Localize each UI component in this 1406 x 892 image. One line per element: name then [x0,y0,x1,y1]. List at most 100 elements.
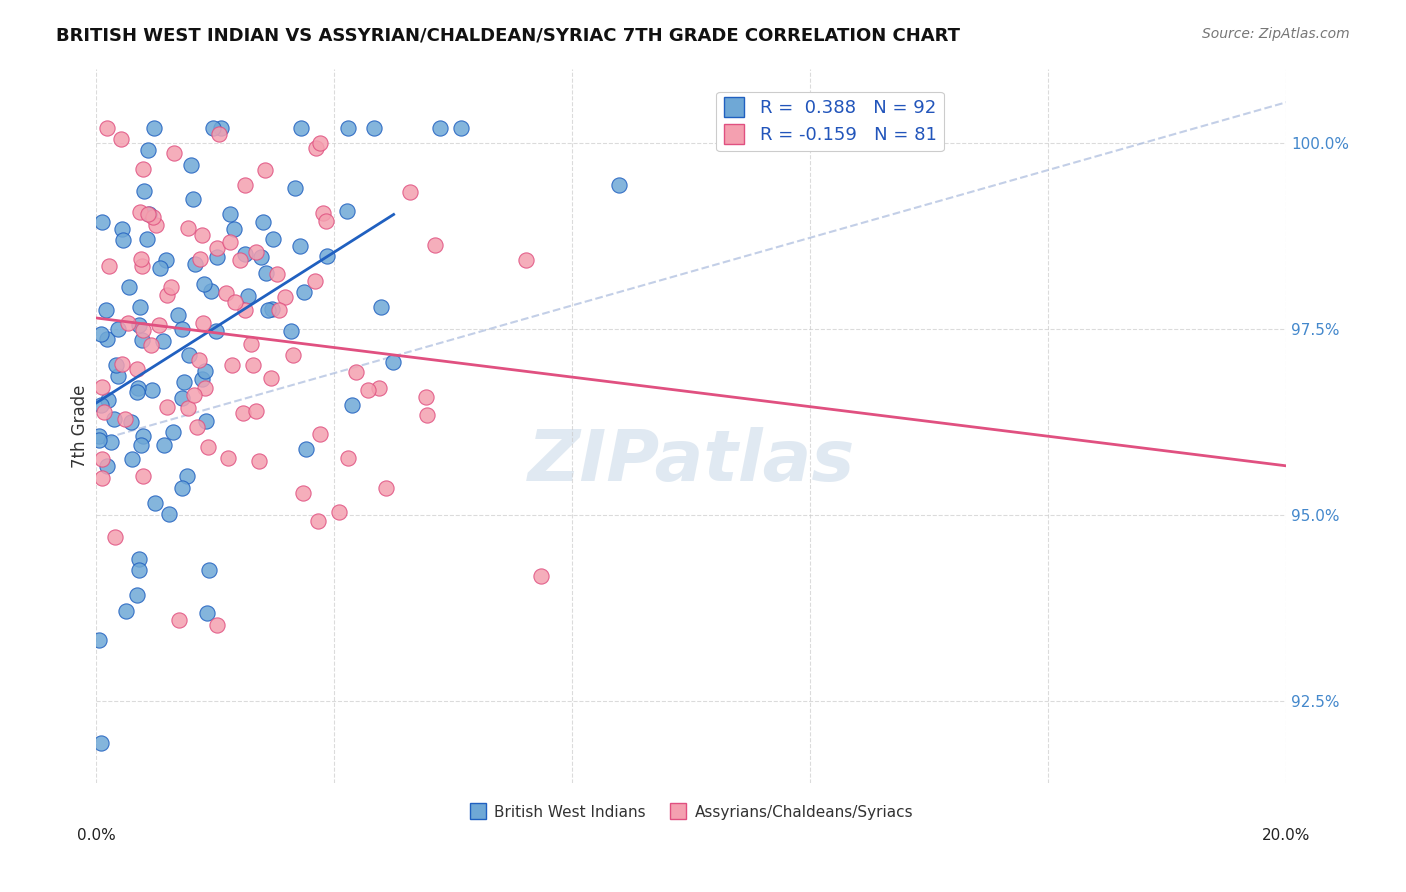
Point [145,219,167,233]
Point [336,451,359,466]
Point [249,250,271,264]
Point [181,192,204,206]
Point [375,481,398,495]
Point [89,429,111,443]
Text: BRITISH WEST INDIAN VS ASSYRIAN/CHALDEAN/SYRIAC 7TH GRADE CORRELATION CHART: BRITISH WEST INDIAN VS ASSYRIAN/CHALDEAN… [56,27,960,45]
Point [149,260,172,275]
Point [128,563,150,577]
Point [193,277,215,291]
Point [152,334,174,349]
Point [269,303,291,318]
Point [342,398,364,412]
Point [191,227,214,242]
Point [118,280,141,294]
Point [307,514,329,528]
Legend: British West Indians, Assyrians/Chaldeans/Syriacs: British West Indians, Assyrians/Chaldean… [463,798,920,826]
Point [229,252,252,267]
Point [207,618,229,632]
Point [209,121,232,136]
Point [315,214,337,228]
Point [111,357,134,371]
Point [120,415,142,429]
Point [157,507,180,521]
Point [200,285,222,299]
Point [129,252,152,266]
Point [132,469,155,483]
Point [97,392,120,407]
Point [309,136,332,150]
Point [260,301,283,316]
Point [344,365,367,379]
Point [135,232,157,246]
Point [156,288,179,302]
Text: ZIPatlas: ZIPatlas [527,427,855,496]
Point [292,485,315,500]
Point [197,440,219,454]
Point [107,368,129,383]
Point [260,371,283,385]
Point [173,376,195,390]
Point [93,405,115,419]
Point [127,588,149,602]
Point [191,372,214,386]
Point [247,454,270,468]
Point [121,452,143,467]
Point [90,736,112,750]
Point [266,267,288,281]
Point [450,121,472,136]
Point [193,316,215,330]
Point [132,184,155,198]
Point [316,249,339,263]
Point [104,530,127,544]
Point [90,215,112,229]
Point [160,279,183,293]
Point [138,207,160,221]
Point [125,362,148,376]
Point [90,471,112,485]
Point [136,143,159,157]
Point [309,426,332,441]
Point [145,496,167,510]
Text: 0.0%: 0.0% [77,828,115,843]
Point [245,404,267,418]
Point [100,435,122,450]
Point [245,245,267,260]
Point [256,302,278,317]
Text: 20.0%: 20.0% [1261,828,1310,843]
Point [280,324,302,338]
Point [262,232,284,246]
Point [129,438,152,452]
Point [238,289,260,303]
Point [110,132,132,146]
Point [117,316,139,330]
Point [148,318,170,332]
Point [132,162,155,177]
Point [141,337,163,351]
Point [115,604,138,618]
Point [131,259,153,273]
Point [292,285,315,300]
Point [218,207,240,221]
Point [274,290,297,304]
Point [198,563,221,577]
Point [232,406,254,420]
Point [415,408,437,422]
Point [162,425,184,439]
Point [128,552,150,566]
Point [127,381,149,395]
Point [103,412,125,426]
Point [188,252,211,267]
Point [111,222,134,236]
Point [239,336,262,351]
Point [167,613,190,627]
Point [530,568,553,582]
Point [382,354,405,368]
Point [90,327,112,342]
Point [183,387,205,401]
Point [207,241,229,255]
Point [111,233,134,247]
Point [607,178,630,192]
Point [131,323,153,337]
Point [177,401,200,415]
Point [128,301,150,315]
